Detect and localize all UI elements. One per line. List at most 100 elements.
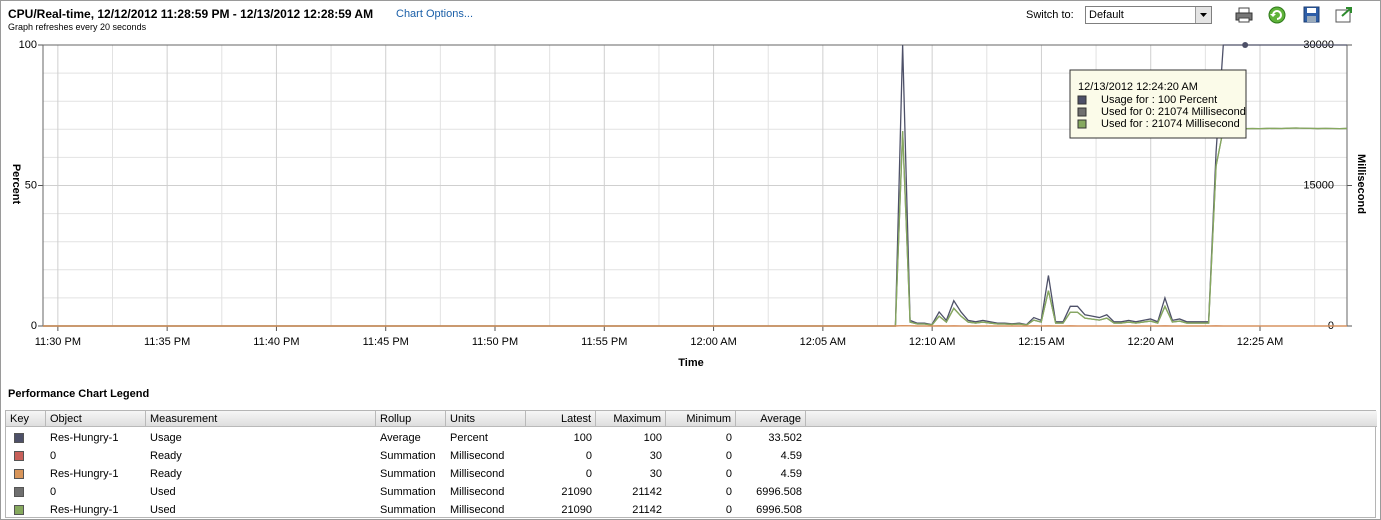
table-cell: Res-Hungry-1 [50, 468, 119, 480]
column-header[interactable]: Rollup [376, 411, 446, 427]
table-cell: 0 [725, 486, 732, 498]
table-cell: Average [380, 432, 421, 444]
table-cell: Res-Hungry-1 [50, 432, 119, 444]
table-cell: 30 [649, 450, 662, 462]
x-tick-label: 12:20 AM [1127, 336, 1173, 348]
column-header[interactable]: Latest [526, 411, 596, 427]
table-cell: Res-Hungry-1 [50, 504, 119, 516]
legend-key [14, 433, 24, 443]
chart: Percent Millisecond Time 050100015000300… [10, 39, 1367, 369]
tooltip-title: 12/13/2012 12:24:20 AM [1078, 81, 1198, 93]
legend-key [14, 505, 24, 515]
legend-key [14, 451, 24, 461]
save-icon[interactable] [1303, 6, 1321, 24]
column-header[interactable]: Units [446, 411, 526, 427]
chart-subtitle: Graph refreshes every 20 seconds [8, 22, 147, 32]
tooltip-row: Usage for : 100 Percent [1101, 94, 1217, 106]
table-cell: Usage [150, 432, 182, 444]
legend-table: Key Object Measurement Rollup Units Latest Max… [5, 410, 1377, 518]
switch-select[interactable]: Default [1085, 6, 1212, 24]
table-cell: 4.59 [780, 468, 802, 480]
tooltip-key [1077, 107, 1087, 117]
y2-axis-label: Millisecond [1355, 154, 1367, 214]
x-tick-label: 12:10 AM [909, 336, 955, 348]
table-cell: 0 [50, 486, 57, 498]
x-tick-label: 12:15 AM [1018, 336, 1064, 348]
table-cell: Millisecond [450, 486, 505, 498]
x-tick-label: 12:25 AM [1237, 336, 1283, 348]
column-header[interactable]: Object [46, 411, 146, 427]
header-filler [806, 411, 1377, 427]
tooltip-box [1069, 69, 1247, 139]
table-cell: 0 [725, 468, 732, 480]
chart-options-link[interactable]: Chart Options... [396, 8, 474, 20]
table-cell: Millisecond [450, 504, 505, 516]
table-cell: Summation [380, 468, 436, 480]
switch-label: Switch to: [1026, 9, 1074, 21]
table-cell: 0 [725, 432, 732, 444]
x-tick-label: 11:45 PM [363, 336, 409, 348]
table-cell: Summation [380, 504, 436, 516]
table-cell: Used [150, 486, 176, 498]
table-cell: Summation [380, 486, 436, 498]
x-tick-label: 11:55 PM [581, 336, 627, 348]
table-cell: Summation [380, 450, 436, 462]
table-cell: 0 [50, 450, 57, 462]
table-cell: 30 [649, 468, 662, 480]
legend-key [14, 487, 24, 497]
x-tick-label: 11:50 PM [472, 336, 518, 348]
print-icon[interactable] [1235, 6, 1255, 24]
export-icon[interactable] [1335, 6, 1355, 24]
table-cell: Millisecond [450, 450, 505, 462]
legend-title: Performance Chart Legend [8, 388, 150, 400]
dropdown-arrow [1195, 7, 1211, 23]
table-cell: 100 [573, 432, 592, 444]
tooltip-key [1077, 95, 1087, 105]
column-header[interactable]: Minimum [666, 411, 736, 427]
column-header[interactable]: Average [736, 411, 806, 427]
y-tick-label: 0 [31, 320, 37, 332]
table-cell: 33.502 [768, 432, 802, 444]
y-axis-label: Percent [10, 164, 22, 205]
legend-key [14, 469, 24, 479]
table-cell: Ready [150, 468, 182, 480]
x-tick-label: 11:30 PM [35, 336, 81, 348]
refresh-icon[interactable] [1267, 5, 1287, 25]
table-cell: 4.59 [780, 450, 802, 462]
switch-value: Default [1089, 9, 1124, 21]
y-tick-label: 100 [19, 39, 37, 51]
y2-tick-label: 15000 [1303, 179, 1334, 191]
column-header[interactable]: Measurement [146, 411, 376, 427]
table-cell: Millisecond [450, 468, 505, 480]
table-cell: Ready [150, 450, 182, 462]
table-cell: 0 [585, 468, 592, 480]
table-cell: 6996.508 [756, 486, 802, 498]
tooltip-key [1077, 119, 1087, 129]
hover-marker [1242, 42, 1249, 48]
table-cell: Percent [450, 432, 488, 444]
x-tick-label: 12:00 AM [690, 336, 736, 348]
x-tick-label: 12:05 AM [800, 336, 846, 348]
column-header[interactable]: Key [6, 411, 46, 427]
table-cell: 21090 [561, 504, 592, 516]
table-cell: 21142 [632, 486, 662, 498]
chart-title: CPU/Real-time, 12/12/2012 11:28:59 PM - … [8, 7, 374, 21]
table-cell: 6996.508 [756, 504, 802, 516]
tooltip-row: Used for 0: 21074 Millisecond [1101, 106, 1246, 118]
column-header[interactable]: Maximum [596, 411, 666, 427]
y-tick-label: 50 [25, 179, 37, 191]
x-axis-label: Time [678, 357, 703, 369]
x-tick-label: 11:35 PM [144, 336, 190, 348]
table-cell: 0 [585, 450, 592, 462]
table-cell: 21090 [561, 486, 592, 498]
series-line [43, 44, 1347, 327]
table-cell: 100 [643, 432, 662, 444]
tooltip-row: Used for : 21074 Millisecond [1101, 118, 1240, 130]
x-tick-label: 11:40 PM [253, 336, 299, 348]
table-cell: 0 [725, 450, 732, 462]
table-cell: Used [150, 504, 176, 516]
table-cell: 21142 [632, 504, 662, 516]
series-line [43, 127, 1348, 327]
